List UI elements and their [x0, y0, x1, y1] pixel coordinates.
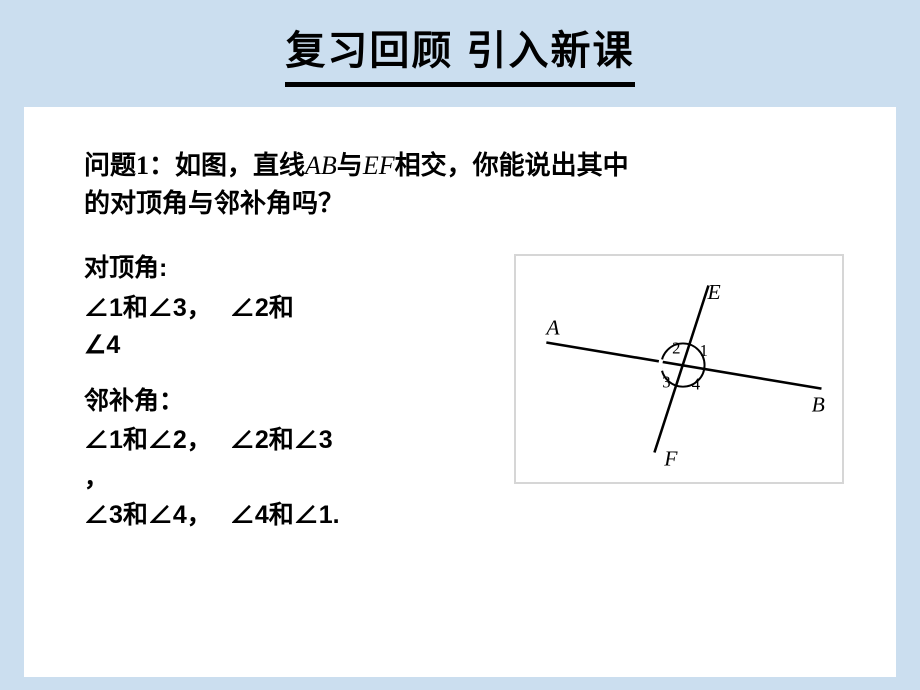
aa-pair-3: ∠3和∠4， — [84, 501, 212, 529]
line-ab — [546, 343, 821, 389]
vertical-angles-lines: ∠1和∠3， ∠2和 ∠4 — [84, 290, 504, 365]
diagram-svg: A B E F 1 2 3 4 — [516, 256, 842, 482]
adjacent-angles-title: 邻补角： — [84, 383, 504, 421]
content-panel: 问题1：如图，直线AB与EF相交，你能说出其中的对顶角与邻补角吗？ 对顶角: ∠… — [24, 107, 896, 677]
question-label: 问题1： — [84, 151, 175, 180]
aa-pair-4: ∠4和∠1. — [230, 501, 340, 529]
va-pair-2a: ∠2和 — [230, 294, 294, 322]
question-var-ab: AB — [305, 151, 337, 180]
angle-3: 3 — [662, 373, 670, 392]
vertical-angles-title: 对顶角: — [84, 250, 504, 288]
adjacent-angles-block: 邻补角： ∠1和∠2， ∠2和∠3 ， ∠3和∠4， ∠4和∠1. — [84, 383, 504, 535]
question-text-2: 与 — [337, 150, 363, 180]
angle-4: 4 — [692, 375, 701, 394]
aa-pair-1: ∠1和∠2， — [84, 426, 212, 454]
arc-gap — [660, 360, 661, 372]
vertical-angles-block: 对顶角: ∠1和∠3， ∠2和 ∠4 — [84, 250, 504, 365]
aa-pair-2: ∠2和∠3 — [230, 426, 333, 454]
aa-comma: ， — [84, 464, 109, 492]
question-text-1: 如图，直线 — [175, 150, 305, 180]
question-block: 问题1：如图，直线AB与EF相交，你能说出其中的对顶角与邻补角吗？ — [84, 147, 644, 222]
page-title: 复习回顾 引入新课 — [285, 18, 634, 87]
adjacent-angles-lines: ∠1和∠2， ∠2和∠3 ， ∠3和∠4， ∠4和∠1. — [84, 422, 504, 535]
body-row: 对顶角: ∠1和∠3， ∠2和 ∠4 邻补角： ∠1和∠2， ∠2和∠3 ， ∠3和… — [84, 250, 846, 553]
label-e: E — [706, 281, 720, 305]
label-a: A — [544, 316, 560, 340]
va-pair-1: ∠1和∠3， — [84, 294, 212, 322]
label-b: B — [812, 393, 825, 417]
label-f: F — [663, 447, 678, 471]
angle-1: 1 — [700, 342, 708, 361]
answers-column: 对顶角: ∠1和∠3， ∠2和 ∠4 邻补角： ∠1和∠2， ∠2和∠3 ， ∠3和… — [84, 250, 504, 553]
angle-2: 2 — [672, 339, 680, 358]
diagram: A B E F 1 2 3 4 — [514, 254, 844, 484]
question-var-ef: EF — [363, 151, 395, 180]
title-bar: 复习回顾 引入新课 — [0, 0, 920, 97]
va-pair-2b: ∠4 — [84, 331, 120, 359]
